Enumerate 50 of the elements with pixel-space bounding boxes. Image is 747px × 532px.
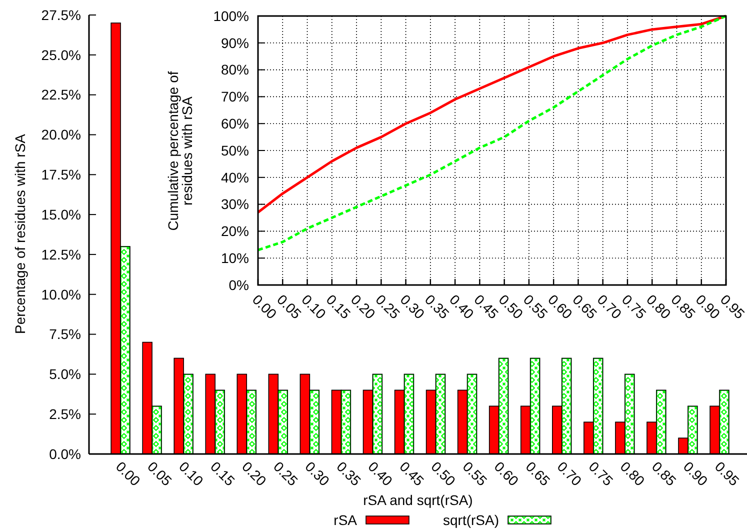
- y-tick-label: 27.5%: [41, 6, 81, 23]
- x-tick-label: 0.30: [302, 458, 333, 490]
- y-tick-label: 100%: [213, 8, 249, 24]
- legend-label: rSA: [334, 512, 358, 528]
- y-axis-title: Cumulative percentage of residues with rSA: [165, 71, 195, 231]
- x-tick-label: 0.15: [208, 458, 238, 490]
- y-tick-label: 70%: [220, 88, 249, 105]
- y-tick-label: 25.0%: [41, 46, 81, 63]
- y-tick-label: 10%: [220, 250, 249, 266]
- y-tick-label: 2.5%: [49, 406, 81, 422]
- y-tick-label: 10.0%: [41, 286, 81, 302]
- x-tick-label: 0.25: [270, 458, 302, 490]
- y-tick-label: 80%: [220, 62, 249, 78]
- y-tick-label: 50%: [220, 142, 249, 158]
- line-series: [256, 14, 728, 252]
- y-tick-label: 20.0%: [41, 126, 81, 143]
- x-tick-label: 0.45: [396, 458, 428, 490]
- x-tick-label: 0.50: [428, 458, 459, 490]
- y-tick-label: 7.5%: [49, 326, 81, 342]
- x-tick-label: 0.05: [144, 458, 176, 490]
- x-tick-label: 0.85: [648, 458, 680, 490]
- x-tick-label: 0.40: [365, 458, 396, 490]
- y-tick-label: 17.5%: [41, 166, 81, 183]
- y-tick-label: 60%: [220, 116, 249, 132]
- x-tick-label: 0.55: [460, 458, 490, 490]
- x-tick-label: 0.80: [617, 458, 648, 490]
- x-tick-label: 0.35: [334, 458, 364, 490]
- x-tick-label: 0.95: [712, 458, 743, 490]
- y-tick-label: 15.0%: [41, 206, 81, 222]
- line-series: [256, 14, 728, 214]
- x-tick-label: 0.10: [176, 458, 207, 490]
- x-tick-label: 0.70: [554, 458, 586, 490]
- x-tick-label: 0.60: [491, 458, 522, 490]
- x-tick-label: 0.20: [239, 458, 270, 490]
- y-tick-label: 30%: [220, 196, 249, 212]
- y-tick-label: 5.0%: [49, 366, 81, 382]
- x-tick-label: 0.00: [112, 458, 144, 490]
- y-tick-label: 22.5%: [41, 86, 81, 103]
- y-tick-label: 40%: [220, 169, 249, 186]
- x-axis-title: rSA and sqrt(rSA): [363, 492, 473, 508]
- legend-label: sqrt(rSA): [443, 512, 499, 528]
- y-tick-label: 90%: [220, 34, 249, 51]
- y-tick-label: 0.0%: [49, 446, 81, 462]
- x-tick-label: 0.75: [586, 458, 617, 490]
- x-tick-label: 0.65: [522, 458, 554, 490]
- x-tick-label: 0.90: [680, 458, 712, 490]
- y-tick-label: 0%: [228, 276, 249, 293]
- y-tick-label: 20%: [220, 223, 249, 240]
- y-axis-title: Percentage of residues with rSA: [12, 133, 28, 334]
- y-tick-label: 12.5%: [41, 246, 81, 262]
